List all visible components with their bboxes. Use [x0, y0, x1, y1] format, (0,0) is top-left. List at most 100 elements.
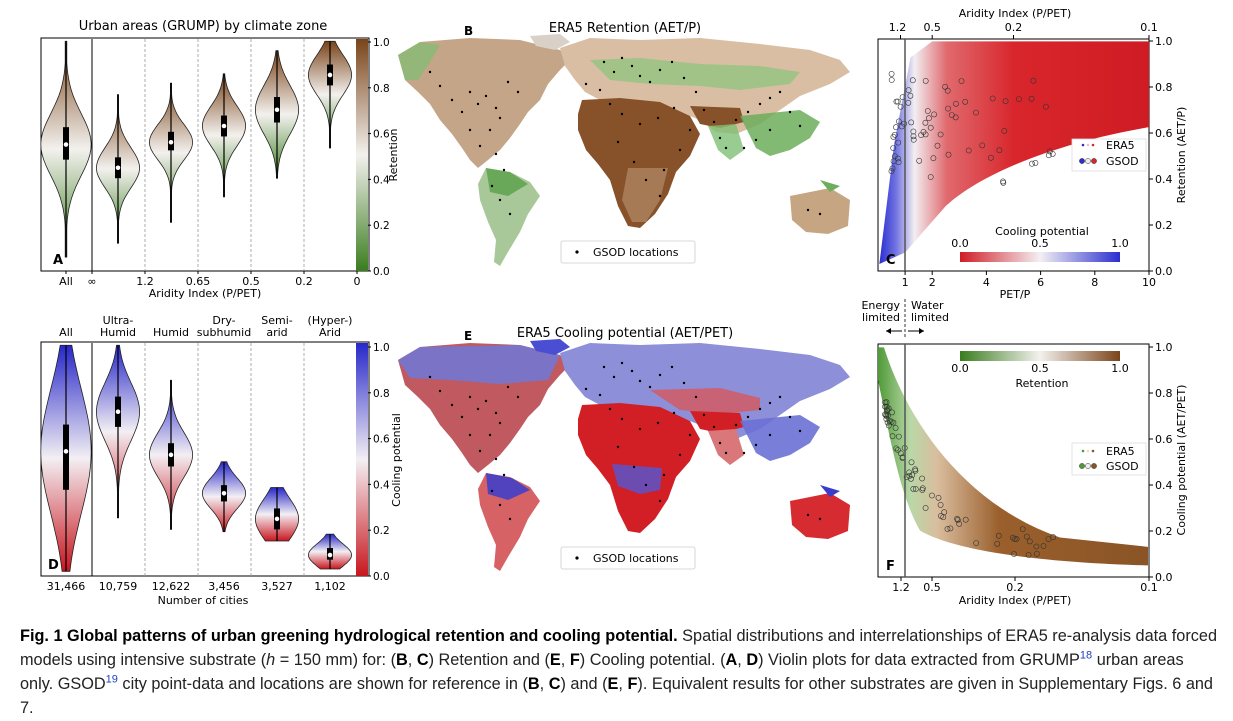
gsod-dot — [584, 82, 588, 86]
gsod-dot — [468, 395, 472, 399]
gsod-dot — [498, 421, 502, 425]
gsod-dot — [702, 413, 706, 417]
gsod-dot — [516, 90, 520, 94]
gsod-point — [973, 540, 980, 546]
colorbar-tick-label: 1.0 — [1111, 237, 1129, 250]
gsod-dot — [754, 443, 758, 447]
group-label-line2: subhumid — [197, 326, 251, 339]
gsod-dot — [672, 106, 676, 110]
x-tick-label: 1.2 — [892, 581, 910, 594]
gsod-dot — [450, 98, 454, 102]
gsod-dot — [718, 441, 722, 445]
gsod-dot — [494, 457, 498, 461]
map-b-legend-label: GSOD locations — [593, 246, 679, 259]
panel-a-letter: A — [53, 253, 63, 268]
colorbar-tick-label: 0.0 — [951, 237, 969, 250]
panel-e-letter: E — [464, 329, 472, 343]
y-tick-label: 0.4 — [1155, 173, 1173, 186]
gsod-dot — [648, 385, 652, 389]
gsod-dot — [608, 102, 612, 106]
gsod-point — [953, 100, 959, 107]
gsod-dot — [658, 499, 662, 503]
caption-citation-19[interactable]: 19 — [105, 673, 118, 686]
gsod-point — [945, 105, 951, 112]
panel-f-xticks: 1.2 0.5 0.2 0.1 — [892, 577, 1158, 594]
panel-d-city-counts: 31,466 10,759 12,622 3,456 3,527 1,102 — [47, 580, 346, 593]
x-tick-label: 0 — [354, 275, 361, 288]
panel-a-colorbar-ticks: 0.0 0.2 0.4 0.6 0.8 1.0 — [368, 37, 390, 278]
gsod-dot — [476, 407, 480, 411]
gsod-point — [935, 494, 942, 501]
limit-annotation: Energy limited Water limited — [861, 299, 949, 338]
map-e-central-africa — [612, 464, 662, 494]
gsod-dot — [616, 140, 620, 144]
gsod-point — [888, 168, 895, 175]
gsod-dot — [498, 198, 502, 202]
gsod-dot — [506, 80, 510, 84]
gsod-dot — [806, 208, 810, 212]
panel-c-colorbar-ticks: 0.0 0.5 1.0 — [951, 237, 1129, 250]
panel-f-colorbar-ticks: 0.0 0.5 1.0 — [951, 362, 1129, 375]
figure-caption: Fig. 1 Global patterns of urban greening… — [20, 624, 1220, 720]
map-b-india — [708, 124, 744, 160]
gsod-dot — [494, 106, 498, 110]
violin-median-dot — [327, 72, 333, 78]
gsod-dot — [438, 389, 442, 393]
gsod-dot — [758, 407, 762, 411]
x-tick-label: ∞ — [87, 275, 96, 288]
gsod-dot — [612, 375, 616, 379]
gsod-dot — [484, 399, 488, 403]
y-tick-label: 0.2 — [1155, 219, 1173, 232]
violin-median-dot — [221, 490, 227, 496]
group-label-line1: (Hyper-) — [308, 314, 353, 327]
caption-text-2: = 150 mm) for: ( — [275, 651, 397, 669]
panel-f-xlabel: Aridity Index (P/PET) — [959, 594, 1071, 607]
gsod-point — [907, 92, 914, 99]
colorbar-tick-label: 0.8 — [373, 83, 390, 95]
panel-c-legend-gsod-dot2 — [1085, 158, 1091, 164]
gsod-point — [892, 424, 899, 431]
gsod-dot — [598, 393, 602, 397]
map-e-australia — [790, 493, 850, 539]
panel-f-frame — [877, 343, 1150, 578]
map-b-africa — [578, 98, 700, 228]
panel-c-top-xlabel: Aridity Index (P/PET) — [959, 7, 1071, 20]
gsod-point — [965, 147, 972, 154]
top-tick-label: 0.5 — [923, 21, 941, 34]
gsod-point — [1046, 148, 1053, 155]
gsod-point — [947, 525, 954, 532]
panel-c: Aridity Index (P/PET) 1.2 0.5 0.2 0.1 C ERA… — [877, 7, 1188, 301]
gsod-dot — [778, 395, 782, 399]
caption-citation-18[interactable]: 18 — [1079, 649, 1093, 662]
gsod-dot — [798, 124, 802, 128]
x-tick-label: All — [59, 275, 73, 288]
gsod-point — [1019, 526, 1026, 532]
gsod-point — [1050, 534, 1057, 541]
map-b-north-america — [398, 38, 570, 168]
gsod-point — [922, 119, 929, 126]
gsod-dot — [658, 373, 662, 377]
panel-a-xlabel: Aridity Index (P/PET) — [149, 287, 261, 300]
gsod-point — [988, 154, 994, 161]
gsod-point — [919, 487, 926, 493]
gsod-dot — [768, 96, 772, 100]
gsod-point — [895, 433, 902, 440]
gsod-point — [890, 145, 897, 151]
gsod-dot — [490, 489, 494, 493]
gsod-point — [1030, 77, 1037, 84]
map-b-indonesia — [820, 180, 840, 192]
caption-h: h — [266, 651, 276, 669]
gsod-point — [909, 472, 916, 478]
gsod-point — [941, 509, 948, 516]
gsod-point — [1028, 95, 1035, 102]
panel-c-legend-gsod-dot3 — [1091, 158, 1097, 164]
water-limited-line1: Water — [911, 299, 944, 312]
panel-c-xlabel: PET/P — [1000, 288, 1031, 301]
gsod-point — [885, 405, 892, 412]
world-map-retention — [398, 34, 850, 266]
gsod-dot — [670, 60, 674, 64]
gsod-point — [918, 132, 924, 138]
panel-f-legend-gsod-dot2 — [1085, 463, 1091, 469]
gsod-point — [919, 475, 925, 482]
